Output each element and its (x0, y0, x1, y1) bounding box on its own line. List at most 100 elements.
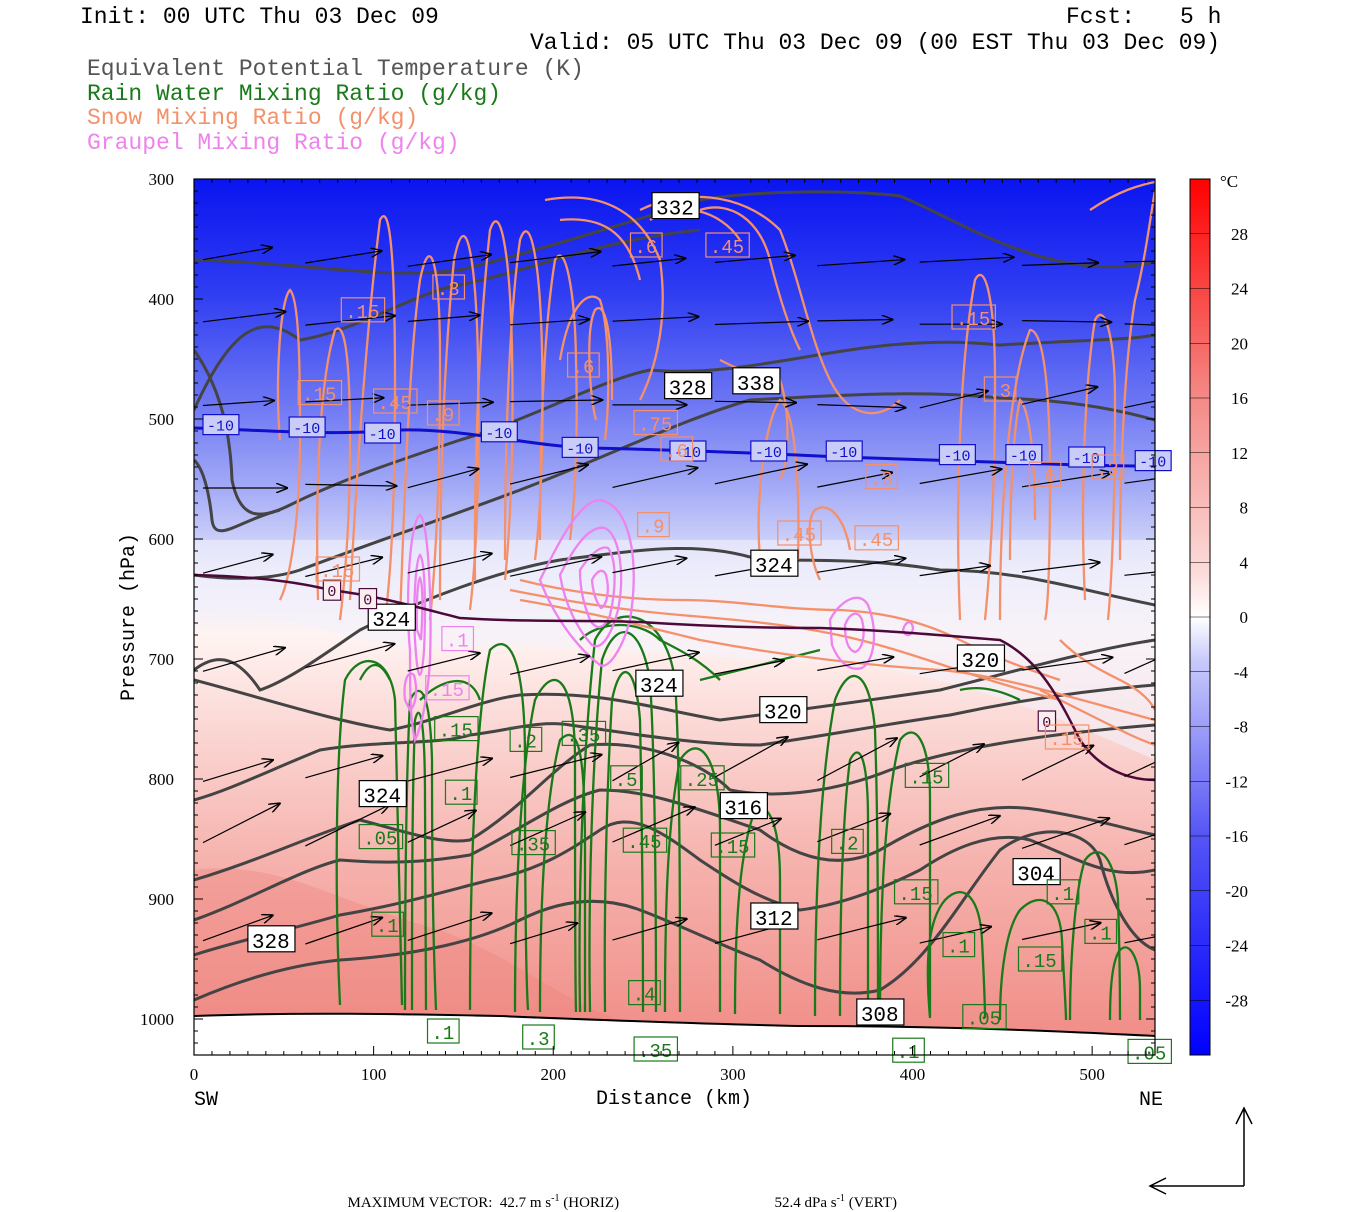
wind-vector (1022, 562, 1099, 573)
wind-vector (305, 557, 382, 578)
svg-text:328: 328 (669, 379, 707, 402)
forecast-label: Fcst: (1066, 4, 1136, 30)
svg-text:.15: .15 (909, 767, 943, 789)
svg-text:.05: .05 (363, 829, 397, 851)
wind-vector (1021, 746, 1093, 781)
colorbar-tick-label: -12 (1225, 772, 1248, 791)
rain-contour-label: .2 (831, 828, 864, 855)
wind-vector (714, 819, 781, 846)
wind-vector (305, 316, 395, 326)
svg-text:.25: .25 (685, 770, 719, 792)
svg-text:.3: .3 (870, 469, 893, 491)
rain-contour-label: .1 (371, 911, 404, 938)
svg-text:.15: .15 (715, 837, 749, 859)
wind-vector (1022, 321, 1111, 323)
colorbar-tick-label: 8 (1240, 499, 1249, 518)
wind-vector (305, 918, 382, 945)
snow-contour-label: .15 (951, 304, 996, 331)
wind-vector (817, 558, 905, 573)
theta-e-label: 320 (956, 644, 1006, 674)
wind-vector (407, 554, 492, 574)
svg-text:304: 304 (1017, 865, 1055, 888)
svg-text:.15: .15 (1022, 951, 1056, 973)
wind-vector (919, 566, 990, 577)
svg-text:324: 324 (363, 787, 401, 810)
snow-contour-label: .3 (1091, 454, 1125, 481)
svg-text:.35: .35 (566, 725, 600, 747)
isotherm-label: -10 (480, 421, 518, 443)
wind-vector (1124, 260, 1155, 263)
y-tick-label: 600 (149, 530, 175, 549)
wind-vector (1124, 323, 1155, 326)
svg-text:-10: -10 (830, 445, 857, 462)
wind-vector (510, 400, 602, 402)
svg-text:320: 320 (764, 703, 802, 726)
svg-text:.2: .2 (836, 833, 859, 855)
isotherm-label: -10 (364, 422, 402, 444)
svg-text:0: 0 (327, 584, 336, 601)
svg-text:.6: .6 (634, 237, 657, 259)
wind-vector (714, 464, 807, 485)
svg-text:324: 324 (372, 610, 410, 633)
wind-vector (305, 484, 396, 486)
wind-vector (509, 923, 577, 945)
wind-vector (407, 315, 480, 323)
isotherm-label: -10 (561, 436, 599, 458)
snow-contour-label: .15 (297, 380, 343, 407)
vert-tag: (VERT) (848, 1195, 897, 1211)
field-title-snow: Snow Mixing Ratio (g/kg) (87, 105, 419, 131)
vert-vector-footer: 52.4 dPa s-1 (VERT) (767, 1176, 897, 1212)
svg-text:-10: -10 (369, 427, 396, 444)
y-axis-label: Pressure (hPa) (118, 533, 141, 701)
snow-contour-label: .45 (373, 388, 418, 415)
field-title-rain: Rain Water Mixing Ratio (g/kg) (87, 81, 502, 107)
vert-exponent: -1 (836, 1193, 845, 1204)
wind-vector (1124, 571, 1155, 576)
svg-text:320: 320 (961, 651, 999, 674)
svg-text:308: 308 (861, 1005, 899, 1028)
wind-vector (817, 405, 905, 408)
rain-contour-label: .15 (893, 879, 939, 906)
wind-vector (612, 652, 699, 672)
contour-labels: 332 328 338 324 324 324 320 320 324 316 304 328 312 3… (202, 192, 1172, 1065)
wind-vector (612, 919, 687, 941)
svg-text:.35: .35 (638, 1041, 672, 1063)
svg-text:.6: .6 (1033, 466, 1056, 488)
snow-contour-label: .6 (629, 232, 663, 259)
svg-text:.15: .15 (899, 884, 933, 906)
svg-text:.15: .15 (430, 680, 464, 702)
wind-vector (1021, 657, 1112, 671)
rain-contour-label: .1 (444, 779, 478, 806)
svg-text:.15: .15 (956, 309, 990, 331)
wind-vector (817, 320, 892, 321)
svg-text:.1: .1 (449, 784, 472, 806)
x-tick-label: 200 (541, 1065, 567, 1084)
rain-contour-label: .35 (561, 720, 607, 747)
svg-text:.6: .6 (572, 357, 595, 379)
wind-vector (202, 648, 285, 672)
y-tick-label: 800 (149, 770, 175, 789)
theta-e-label: 328 (247, 925, 296, 955)
y-tick-label: 500 (149, 410, 175, 429)
ne-label: NE (1139, 1089, 1163, 1112)
wind-vector (817, 473, 892, 488)
wind-vector (919, 816, 1000, 846)
snow-contour-label: .3 (983, 376, 1017, 403)
isotherm-label: -10 (288, 416, 326, 438)
horiz-exponent: -1 (551, 1193, 560, 1204)
wind-vector (919, 927, 991, 944)
wind-vector (407, 402, 493, 405)
snow-contour-label: .15 (315, 556, 361, 583)
max-vector-footer: MAXIMUM VECTOR: 42.7 m s-1 (HORIZ) (340, 1176, 620, 1212)
svg-text:.1: .1 (947, 937, 970, 959)
wind-vector (510, 656, 589, 675)
y-axis-title: Pressure (hPa) (118, 533, 141, 701)
x-tick-label: 300 (720, 1065, 746, 1084)
reference-vector-key (1148, 1106, 1253, 1195)
svg-text:-10: -10 (485, 426, 512, 443)
snow-contour-label: .9 (637, 511, 670, 539)
svg-text:.9: .9 (432, 405, 455, 427)
theta-e-label: 320 (759, 695, 808, 726)
freezing-label: 0 (322, 579, 342, 601)
